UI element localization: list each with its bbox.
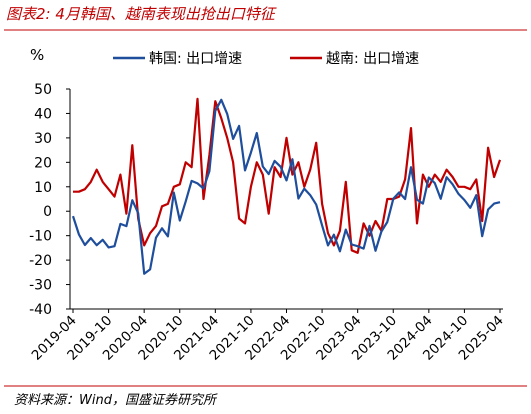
series-line [73, 97, 502, 254]
y-tick-label: -20 [29, 253, 52, 269]
source: 资料来源：Wind，国盛证券研究所 [14, 392, 218, 408]
y-tick-label: 50 [34, 82, 52, 98]
y-tick-label: -10 [29, 229, 52, 245]
series-line [71, 98, 501, 275]
y-axis-label: % [30, 46, 44, 64]
y-tick-label: -40 [29, 302, 52, 318]
legend-label: 越南: 出口增速 [326, 51, 419, 67]
y-tick-label: -30 [29, 278, 52, 294]
y-tick-label: 0 [43, 204, 52, 220]
chart-title: 图表2: 4月韩国、越南表现出抢出口特征 [6, 5, 277, 23]
y-tick-label: 30 [34, 131, 52, 147]
y-tick-label: 10 [34, 180, 52, 196]
y-tick-label: 40 [34, 106, 52, 122]
legend-label: 韩国: 出口增速 [149, 51, 242, 67]
y-tick-label: 20 [34, 155, 52, 171]
